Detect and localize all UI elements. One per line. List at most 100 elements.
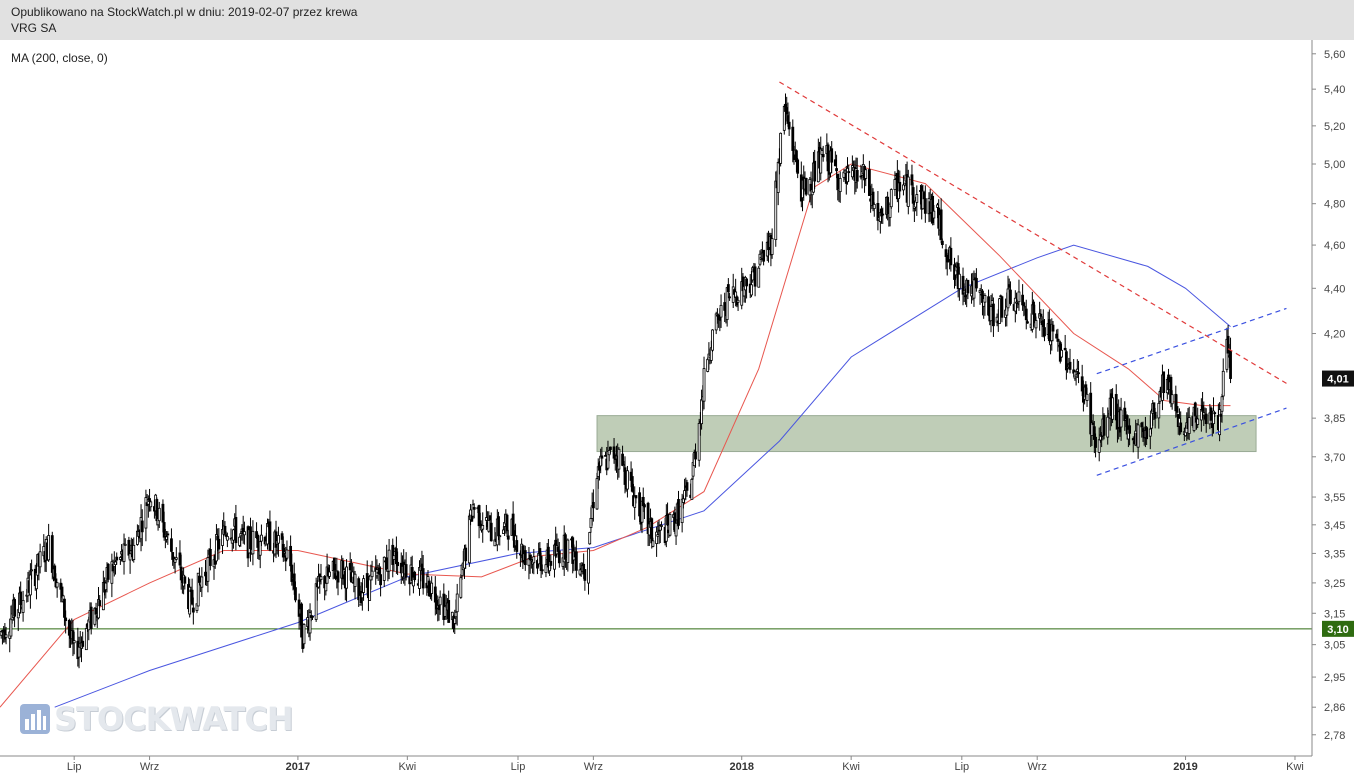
y-tick-label: 3,35: [1324, 548, 1345, 560]
candle-body: [962, 290, 966, 294]
candle-body: [1187, 417, 1191, 434]
y-tick-label: 3,70: [1324, 452, 1345, 464]
candle: [838, 171, 842, 203]
y-tick-label: 3,15: [1324, 608, 1345, 620]
candle: [544, 556, 548, 578]
candle-body: [1128, 425, 1132, 434]
candle: [506, 529, 510, 551]
candle-body: [830, 148, 834, 163]
candle: [728, 292, 731, 301]
last-price-badge-text: 4,01: [1327, 374, 1348, 386]
candle: [668, 512, 672, 537]
candle-body: [362, 578, 365, 593]
candle-body: [149, 501, 153, 508]
candle-body: [529, 559, 533, 562]
candle: [949, 237, 953, 272]
candle: [1221, 358, 1225, 400]
candle: [515, 535, 519, 559]
candle: [4, 626, 8, 645]
candle: [277, 526, 280, 557]
candle: [809, 171, 813, 206]
candle: [1119, 397, 1123, 441]
candle-body: [161, 503, 165, 523]
candle: [1196, 407, 1200, 429]
candle: [588, 531, 592, 545]
candle-body: [1119, 409, 1123, 428]
candle-body: [796, 159, 800, 174]
candle: [300, 602, 303, 638]
candle: [719, 294, 723, 328]
candle: [634, 495, 638, 504]
candle: [1102, 413, 1106, 440]
candle: [249, 517, 252, 562]
candle: [1060, 343, 1063, 358]
y-tick-label: 4,40: [1324, 283, 1345, 295]
candle-body: [251, 530, 255, 555]
candle-body: [651, 540, 655, 547]
candle-body: [1218, 409, 1221, 436]
candle-body: [515, 540, 519, 552]
candle-body: [889, 189, 893, 208]
candle: [745, 278, 748, 299]
candle-body: [348, 562, 352, 571]
candle: [932, 204, 936, 226]
candle-body: [1006, 288, 1010, 309]
candle-body: [949, 247, 953, 266]
candle-body: [127, 539, 131, 556]
candle: [1187, 406, 1191, 441]
candle-body: [725, 287, 729, 320]
candle: [726, 278, 730, 299]
candle-body: [84, 628, 88, 651]
candle-body: [1016, 303, 1020, 306]
candle-body: [1179, 422, 1183, 433]
candle-body: [700, 399, 703, 425]
candle-body: [1009, 289, 1012, 304]
candle-body: [281, 543, 285, 558]
candle: [736, 297, 740, 311]
candle-body: [238, 536, 241, 546]
candle: [700, 389, 703, 430]
candle-body: [833, 159, 837, 167]
candle-body: [300, 603, 303, 638]
candle: [1174, 385, 1178, 418]
y-tick-label: 5,00: [1324, 159, 1345, 171]
candle: [690, 477, 694, 500]
candle-body: [455, 593, 459, 613]
candle-body: [750, 284, 753, 296]
candle: [779, 132, 783, 167]
candle-body: [813, 160, 817, 182]
candle: [1064, 349, 1068, 380]
candle: [430, 576, 434, 601]
candle: [53, 563, 57, 581]
candle-body: [501, 529, 505, 534]
candle: [241, 515, 245, 544]
candle: [1213, 411, 1217, 418]
candle-body: [290, 564, 294, 582]
x-tick-label: Kwi: [398, 761, 416, 773]
candle-body: [1202, 412, 1206, 416]
candle-body: [285, 549, 289, 559]
candle-body: [336, 571, 340, 583]
candle: [84, 624, 88, 651]
candle: [106, 563, 110, 583]
candle-body: [757, 267, 761, 288]
candle-body: [911, 187, 915, 204]
candle-body: [157, 507, 161, 522]
candle-body: [745, 278, 748, 287]
candle-body: [243, 531, 246, 536]
candle-body: [871, 191, 875, 207]
candle-body: [964, 295, 967, 298]
candle: [144, 489, 148, 542]
candle-body: [532, 556, 536, 564]
candle: [148, 488, 151, 512]
x-tick-label: Kwi: [1286, 761, 1304, 773]
candle-body: [319, 576, 323, 580]
candle-body: [67, 619, 71, 636]
candle: [819, 136, 823, 181]
candle: [1212, 397, 1215, 434]
candle: [123, 538, 127, 546]
candle: [294, 581, 297, 603]
candle-body: [289, 545, 293, 567]
candle-body: [280, 533, 284, 540]
candle: [268, 510, 272, 552]
